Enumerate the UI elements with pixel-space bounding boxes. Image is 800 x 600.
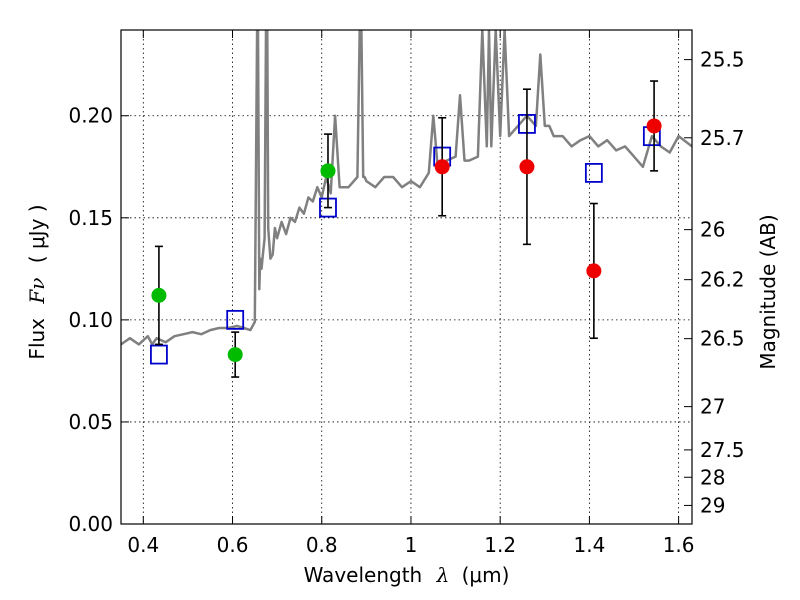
observed-flux-point xyxy=(646,118,662,134)
observed-flux-point xyxy=(434,159,450,175)
right-tick-label: 28 xyxy=(700,465,725,489)
y-tick-label: 0.05 xyxy=(68,410,113,434)
template-spectrum-line xyxy=(121,30,692,346)
data-points xyxy=(150,80,662,378)
axis-ticks: 0.4 0.6 0.8 1 1.2 1.4 1.6 0.00 0.05 0.10 0.15 0.20 2… xyxy=(68,30,745,557)
y-axis-label-symbol: Fν xyxy=(25,278,49,305)
y-tick-label: 0.20 xyxy=(68,104,113,128)
observed-flux-point xyxy=(320,163,336,179)
y-tick-label: 0.15 xyxy=(68,206,113,230)
right-tick-label: 26 xyxy=(700,218,725,242)
x-tick-label: 0.4 xyxy=(127,533,159,557)
right-tick-label: 29 xyxy=(700,493,725,517)
y-axis-label: Flux Fν ( μJy ) xyxy=(25,204,49,359)
x-axis-label: Wavelength λ (μm) xyxy=(304,563,510,587)
x-tick-label: 0.6 xyxy=(217,533,249,557)
right-tick-label: 26.2 xyxy=(700,268,745,292)
y-tick-label: 0.00 xyxy=(68,512,113,536)
x-tick-label: 1 xyxy=(405,533,418,557)
x-tick-label: 1.4 xyxy=(573,533,605,557)
plot-frame xyxy=(120,29,693,525)
x-tick-label: 1.2 xyxy=(484,533,516,557)
right-axis-label: Magnitude (AB) xyxy=(756,214,780,369)
y-tick-label: 0.10 xyxy=(68,308,113,332)
observed-flux-point xyxy=(586,263,602,279)
right-tick-label: 25.7 xyxy=(700,126,745,150)
observed-flux-point xyxy=(151,287,167,303)
y-axis-label-prefix: Flux xyxy=(25,318,49,360)
x-axis-label-symbol: λ xyxy=(436,563,450,587)
right-tick-label: 27 xyxy=(700,395,725,419)
right-tick-label: 27.5 xyxy=(700,438,745,462)
x-axis-label-prefix: Wavelength xyxy=(304,563,423,587)
observed-flux-point xyxy=(227,347,243,363)
observed-flux-point xyxy=(519,159,535,175)
grid-lines xyxy=(121,30,692,525)
y-axis-label-unit: ( μJy ) xyxy=(25,204,49,263)
model-flux-square xyxy=(584,162,603,183)
model-flux-square xyxy=(226,309,245,330)
x-tick-label: 0.8 xyxy=(306,533,338,557)
x-tick-label: 1.6 xyxy=(663,533,695,557)
right-tick-label: 26.5 xyxy=(700,327,745,351)
plot-area xyxy=(121,30,692,378)
model-flux-square xyxy=(150,344,168,365)
right-tick-label: 25.5 xyxy=(700,48,745,72)
x-axis-label-unit: (μm) xyxy=(462,563,510,587)
